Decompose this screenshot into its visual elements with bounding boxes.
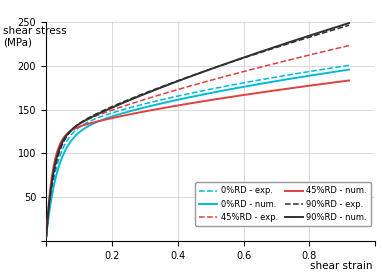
Legend: 0%RD - exp., 0%RD - num., 45%RD - exp., 45%RD - num., 90%RD - exp., 90%RD - num.: 0%RD - exp., 0%RD - num., 45%RD - exp., … bbox=[195, 182, 371, 226]
Text: shear stress
(MPa): shear stress (MPa) bbox=[3, 26, 67, 48]
Text: shear strain: shear strain bbox=[309, 261, 372, 271]
